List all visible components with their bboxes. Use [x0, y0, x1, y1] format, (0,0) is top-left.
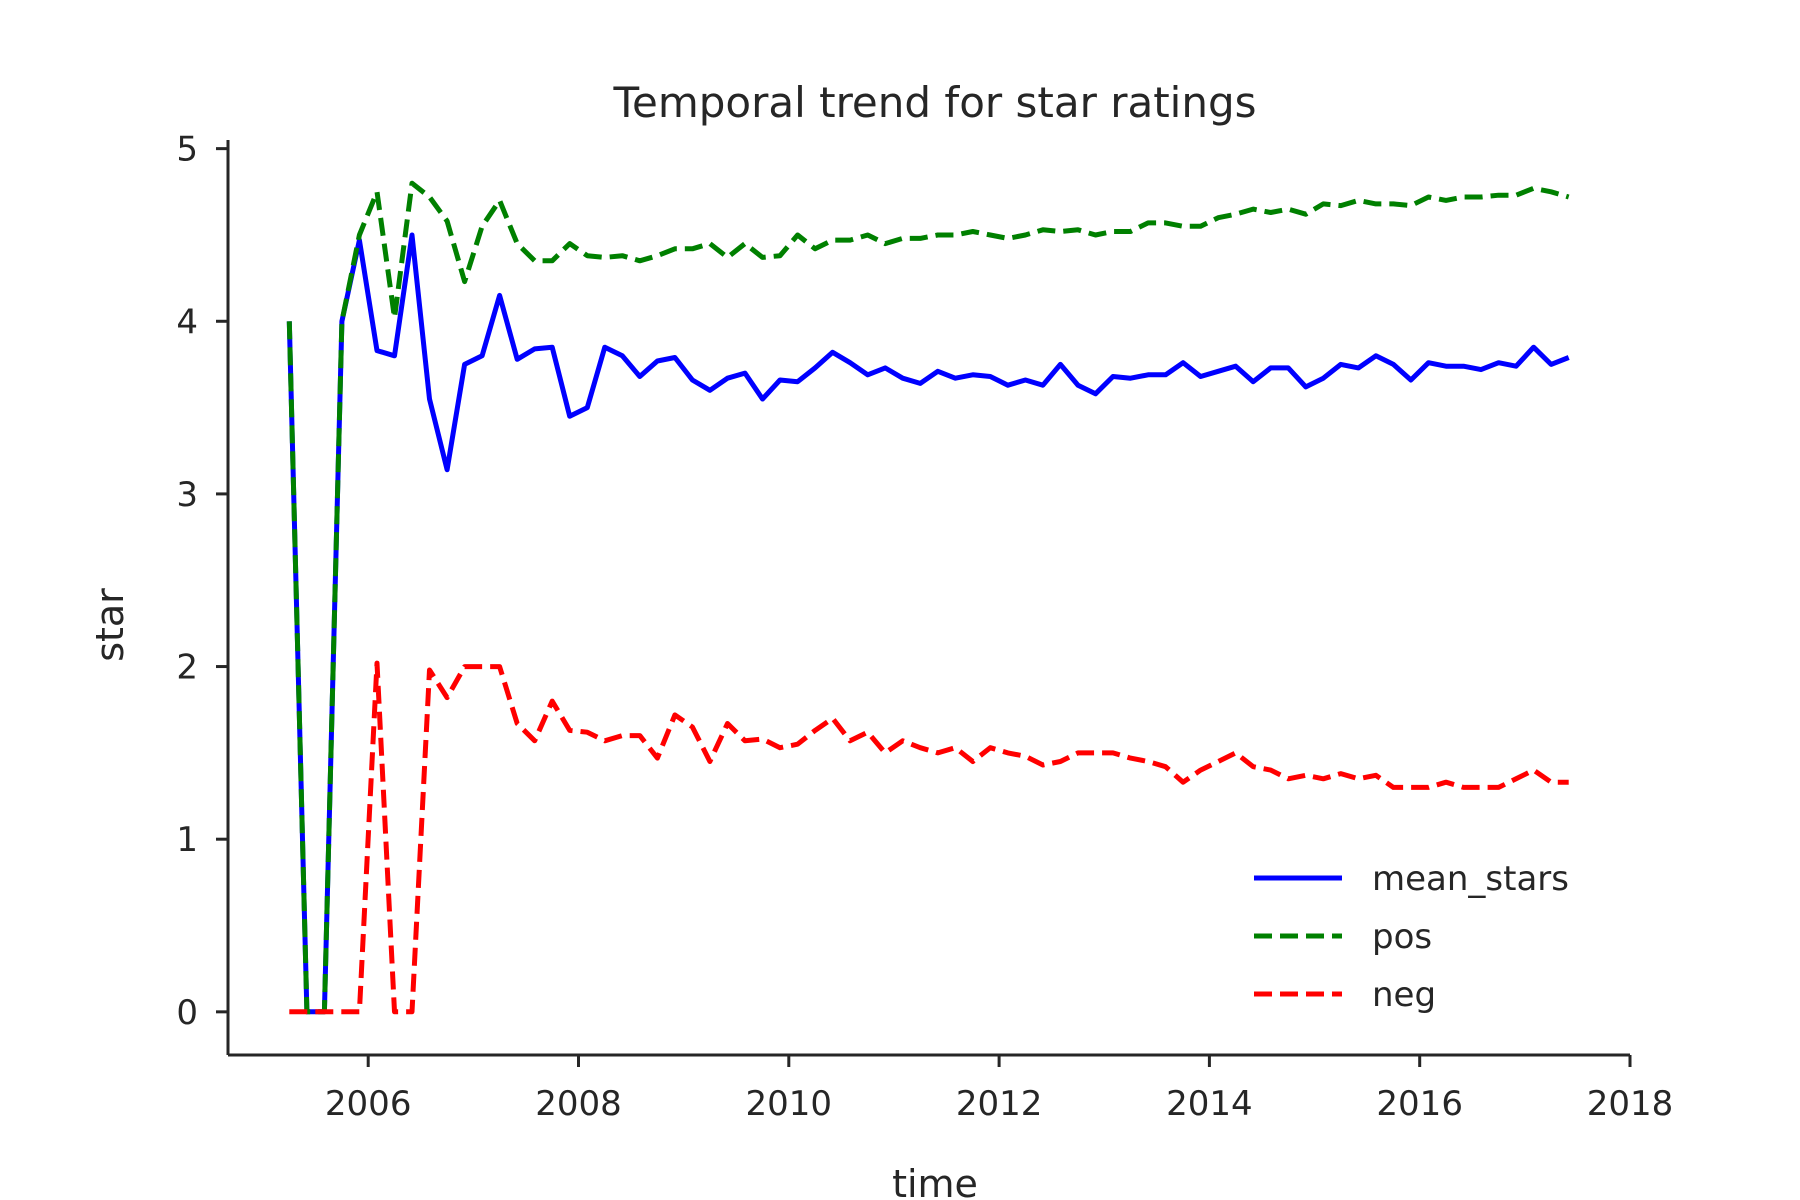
legend-label: mean_stars [1372, 859, 1569, 899]
y-tick-label: 0 [176, 993, 198, 1033]
series-line-pos [286, 180, 1570, 1015]
y-tick-label: 1 [176, 820, 198, 860]
y-tick-label: 2 [176, 648, 198, 688]
y-tick-label: 4 [176, 302, 198, 342]
chart-title: Temporal trend for star ratings [612, 78, 1256, 127]
x-tick-label: 2012 [956, 1084, 1043, 1124]
legend-label: pos [1372, 917, 1432, 957]
y-tick-label: 5 [176, 130, 198, 170]
x-tick-label: 2008 [535, 1084, 622, 1124]
x-tick-label: 2010 [746, 1084, 833, 1124]
x-tick-label: 2018 [1587, 1084, 1674, 1124]
legend-label: neg [1372, 975, 1436, 1015]
series-line-neg [289, 660, 1569, 1015]
x-tick-label: 2006 [325, 1084, 412, 1124]
axes: 2006 2008 2010 2012 2014 2016 2018 0 1 2 3 4 5 [176, 130, 1673, 1124]
x-tick-label: 2014 [1166, 1084, 1253, 1124]
x-axis-label: time [892, 1162, 978, 1200]
plot-area [286, 180, 1570, 1015]
series-line-mean-stars [286, 232, 1570, 1015]
y-tick-label: 3 [176, 475, 198, 515]
y-axis-label: star [88, 588, 132, 662]
x-tick-label: 2016 [1376, 1084, 1463, 1124]
